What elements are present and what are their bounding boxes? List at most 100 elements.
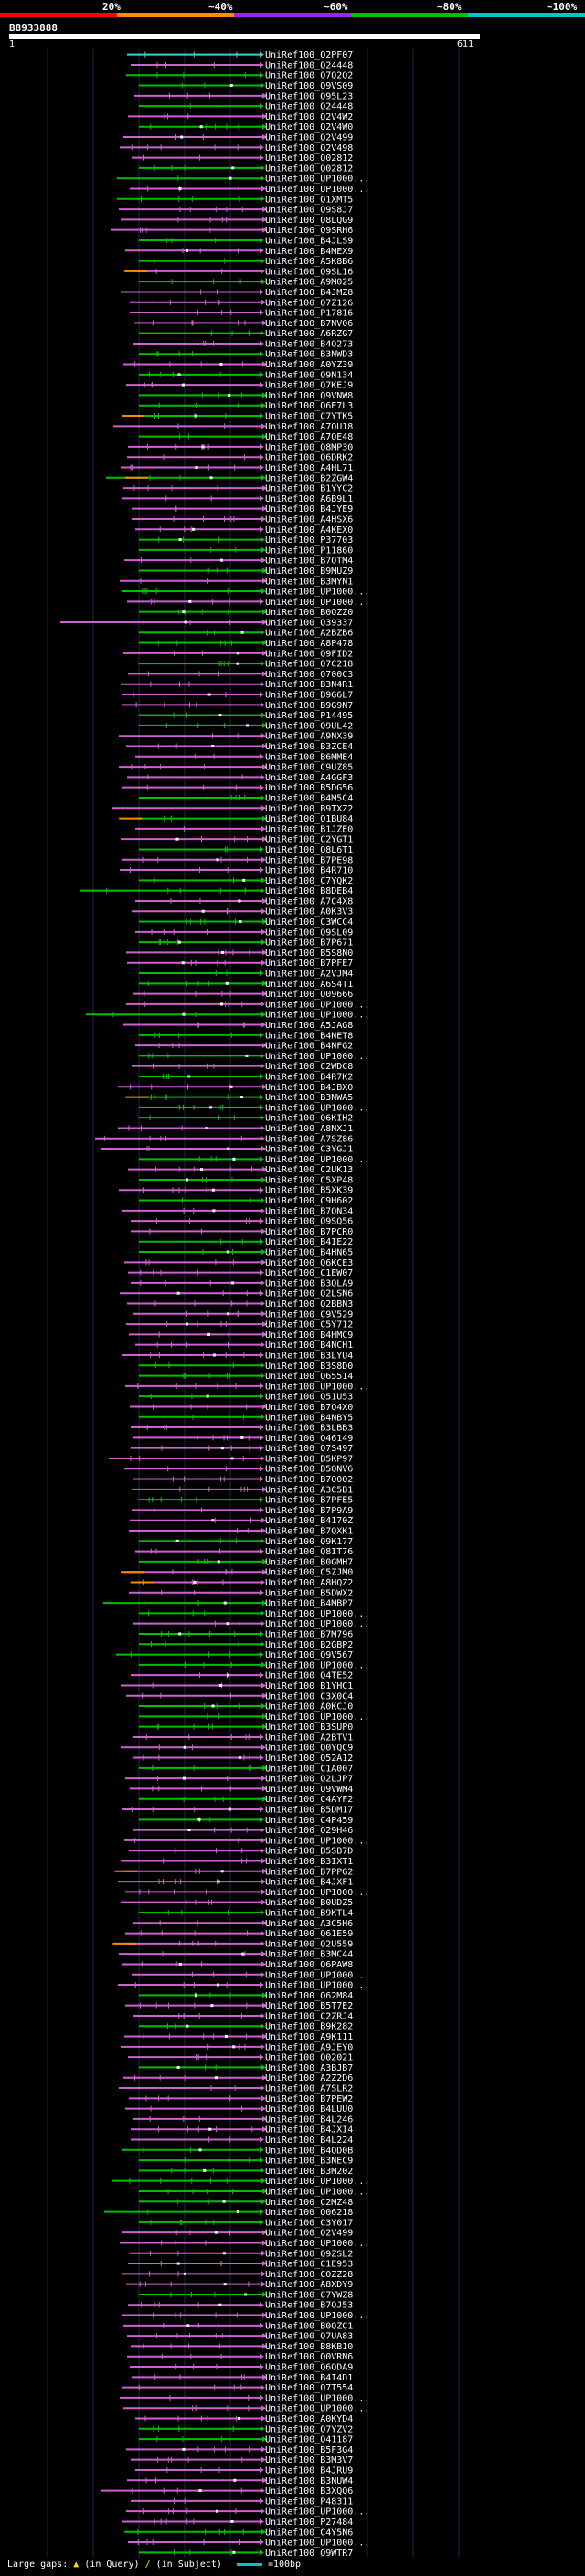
- hit-label[interactable]: UniRef100_Q2PF07: [265, 50, 353, 60]
- hit-row[interactable]: UniRef100_Q2V499: [123, 133, 353, 143]
- hit-row[interactable]: UniRef100_B3IXT1: [121, 1857, 353, 1867]
- hit-label[interactable]: UniRef100_Q24448: [265, 60, 353, 70]
- hit-label[interactable]: UniRef100_Q9VNW8: [265, 391, 353, 401]
- hit-label[interactable]: UniRef100_Q52A12: [265, 1754, 353, 1764]
- hit-row[interactable]: UniRef100_B3NUW4: [127, 2476, 353, 2486]
- hit-row[interactable]: UniRef100_B3NWD3: [139, 350, 353, 360]
- hit-row[interactable]: UniRef100_Q2V4W2: [128, 112, 353, 122]
- hit-label[interactable]: UniRef100_B3N4R1: [265, 680, 353, 690]
- hit-label[interactable]: UniRef100_C1E953: [265, 2260, 353, 2270]
- hit-row[interactable]: UniRef100_B4MBP7: [103, 1599, 353, 1609]
- hit-row[interactable]: UniRef100_Q2LSN6: [120, 1289, 353, 1299]
- hit-label[interactable]: UniRef100_Q1BU84: [265, 814, 353, 824]
- hit-label[interactable]: UniRef100_Q2V499: [265, 133, 353, 143]
- hit-label[interactable]: UniRef100_UP1000...: [265, 1660, 369, 1670]
- hit-label[interactable]: UniRef100_P27484: [265, 2518, 353, 2528]
- hit-row[interactable]: UniRef100_C2MZ48: [139, 2198, 353, 2208]
- hit-label[interactable]: UniRef100_C5ZJM0: [265, 1568, 353, 1578]
- hit-label[interactable]: UniRef100_C4Y5N6: [265, 2528, 353, 2538]
- hit-label[interactable]: UniRef100_A6RZG7: [265, 329, 353, 339]
- hit-label[interactable]: UniRef100_B4Q273: [265, 339, 353, 349]
- hit-row[interactable]: UniRef100_Q7Z126: [130, 298, 353, 308]
- hit-row[interactable]: UniRef100_B4I4D1: [132, 2373, 353, 2383]
- hit-label[interactable]: UniRef100_Q6PAW8: [265, 1960, 353, 1970]
- hit-row[interactable]: UniRef100_B5DWX2: [129, 1588, 353, 1598]
- hit-label[interactable]: UniRef100_B3NUW4: [265, 2476, 353, 2486]
- hit-label[interactable]: UniRef100_A8XDY9: [265, 2280, 353, 2290]
- hit-label[interactable]: UniRef100_Q2LSN6: [265, 1289, 353, 1299]
- hit-label[interactable]: UniRef100_B3ZCE4: [265, 742, 353, 752]
- hit-row[interactable]: UniRef100_B4L246: [133, 2115, 353, 2125]
- hit-row[interactable]: UniRef100_UP1000...: [123, 2404, 369, 2414]
- hit-row[interactable]: UniRef100_Q61E59: [125, 1929, 353, 1939]
- hit-row[interactable]: UniRef100_B6MME4: [135, 752, 353, 762]
- hit-row[interactable]: UniRef100_B4JMZ8: [121, 288, 353, 298]
- hit-row[interactable]: UniRef100_B4JXI4: [131, 2125, 353, 2136]
- hit-row[interactable]: UniRef100_B4L224: [131, 2136, 353, 2146]
- hit-label[interactable]: UniRef100_B4HMC9: [265, 1330, 353, 1341]
- hit-row[interactable]: UniRef100_A5JAG8: [123, 1021, 353, 1031]
- hit-label[interactable]: UniRef100_Q9SL16: [265, 267, 353, 277]
- hit-label[interactable]: UniRef100_Q9N134: [265, 370, 353, 380]
- hit-label[interactable]: UniRef100_P37703: [265, 535, 353, 546]
- hit-row[interactable]: UniRef100_A7C4X8: [135, 896, 353, 906]
- hit-row[interactable]: UniRef100_B9G9N7: [122, 701, 353, 711]
- hit-row[interactable]: UniRef100_B7PEW2: [129, 2094, 353, 2104]
- hit-label[interactable]: UniRef100_C2WDC8: [265, 1062, 353, 1072]
- hit-row[interactable]: UniRef100_B9G6L7: [122, 691, 353, 701]
- hit-label[interactable]: UniRef100_B3XQQ6: [265, 2486, 353, 2496]
- hit-label[interactable]: UniRef100_A0K3V3: [265, 907, 353, 917]
- hit-label[interactable]: UniRef100_B7PFE5: [265, 1496, 353, 1506]
- hit-row[interactable]: UniRef100_UP1000...: [139, 1660, 369, 1670]
- hit-label[interactable]: UniRef100_P14495: [265, 711, 353, 721]
- hit-label[interactable]: UniRef100_Q09666: [265, 990, 353, 1000]
- hit-row[interactable]: UniRef100_C9UZ85: [119, 763, 353, 773]
- hit-row[interactable]: UniRef100_B3SUP0: [139, 1723, 353, 1733]
- hit-label[interactable]: UniRef100_UP1000...: [265, 1619, 369, 1629]
- hit-row[interactable]: UniRef100_B3QLA9: [131, 1278, 353, 1288]
- hit-row[interactable]: UniRef100_C2WDC8: [132, 1062, 353, 1072]
- hit-row[interactable]: UniRef100_Q7Q2Q2: [126, 71, 353, 81]
- hit-row[interactable]: UniRef100_B3LYU4: [122, 1351, 353, 1361]
- hit-label[interactable]: UniRef100_B5DM17: [265, 1806, 353, 1816]
- hit-label[interactable]: UniRef100_B3LBB3: [265, 1424, 353, 1434]
- hit-row[interactable]: UniRef100_A6RZG7: [139, 329, 353, 339]
- hit-row[interactable]: UniRef100_UP1000...: [139, 2187, 369, 2197]
- hit-row[interactable]: UniRef100_B3LBB3: [131, 1424, 353, 1434]
- hit-row[interactable]: UniRef100_B9KTL4: [139, 1908, 353, 1918]
- hit-row[interactable]: UniRef100_Q6PAW8: [122, 1960, 353, 1970]
- hit-row[interactable]: UniRef100_B3MYN1: [120, 577, 353, 587]
- hit-row[interactable]: UniRef100_B7P9A9: [132, 1506, 353, 1516]
- hit-row[interactable]: UniRef100_UP1000...: [120, 2239, 369, 2249]
- hit-label[interactable]: UniRef100_C9V529: [265, 1309, 353, 1320]
- hit-row[interactable]: UniRef100_A9NX39: [119, 732, 353, 742]
- hit-label[interactable]: UniRef100_Q9VWM4: [265, 1785, 353, 1795]
- hit-label[interactable]: UniRef100_UP1000...: [265, 1382, 369, 1392]
- hit-label[interactable]: UniRef100_B5QNV6: [265, 1465, 353, 1475]
- hit-row[interactable]: UniRef100_A6S4T1: [139, 980, 353, 990]
- hit-label[interactable]: UniRef100_Q62M84: [265, 1991, 353, 2001]
- hit-label[interactable]: UniRef100_B4NET8: [265, 1031, 353, 1041]
- hit-row[interactable]: UniRef100_Q39337: [60, 618, 353, 628]
- hit-row[interactable]: UniRef100_B1JZE0: [135, 824, 353, 834]
- hit-label[interactable]: UniRef100_A4HL71: [265, 463, 353, 473]
- hit-row[interactable]: UniRef100_B1YYC2: [123, 484, 353, 494]
- hit-row[interactable]: UniRef100_Q7C218: [139, 660, 353, 670]
- hit-label[interactable]: UniRef100_B7P9A9: [265, 1506, 353, 1516]
- hit-label[interactable]: UniRef100_B7PFE7: [265, 959, 353, 969]
- hit-label[interactable]: UniRef100_A4KEX0: [265, 525, 353, 535]
- hit-row[interactable]: UniRef100_Q6E7L3: [139, 401, 353, 411]
- hit-row[interactable]: UniRef100_B7NV06: [134, 319, 353, 329]
- hit-row[interactable]: UniRef100_UP1000...: [139, 1609, 369, 1619]
- hit-row[interactable]: UniRef100_B3MC44: [119, 1950, 353, 1960]
- hit-row[interactable]: UniRef100_A2VJM4: [139, 970, 353, 980]
- hit-row[interactable]: UniRef100_B4JRU9: [135, 2465, 353, 2475]
- hit-row[interactable]: UniRef100_UP1000...: [125, 1888, 369, 1898]
- hit-label[interactable]: UniRef100_C4P459: [265, 1816, 353, 1826]
- hit-row[interactable]: UniRef100_Q7T554: [122, 2383, 353, 2393]
- hit-row[interactable]: UniRef100_B3NEC9: [139, 2157, 353, 2167]
- hit-label[interactable]: UniRef100_C9UZ85: [265, 763, 353, 773]
- hit-label[interactable]: UniRef100_B3SUP0: [265, 1723, 353, 1733]
- hit-label[interactable]: UniRef100_C2UK13: [265, 1165, 353, 1175]
- hit-label[interactable]: UniRef100_B3M202: [265, 2167, 353, 2177]
